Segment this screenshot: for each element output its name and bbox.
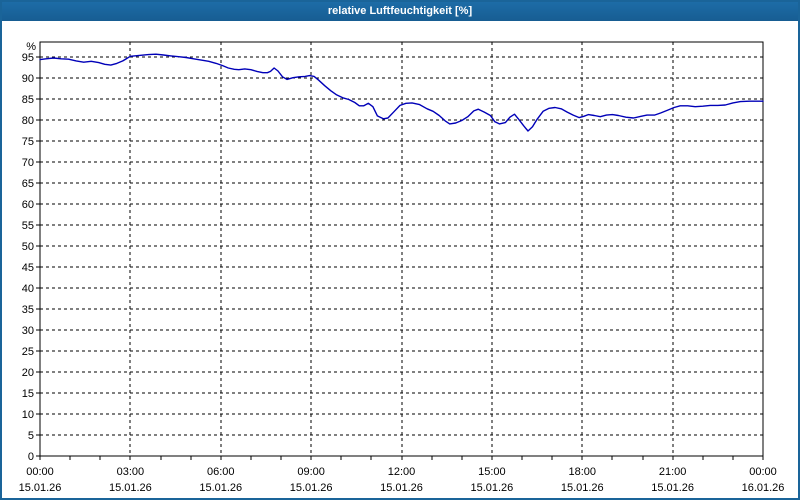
y-tick-label: 25 [22,346,34,358]
chart-title: relative Luftfeuchtigkeit [%] [327,5,473,17]
chart-svg: 0 5 10 15 20 25 30 35 40 45 50 55 60 65 70 75 80 85 90 95% 0… [19,41,785,494]
x-tick-time-label: 21:00 [659,466,687,478]
y-tick-label: 85 [22,94,34,106]
y-tick-label: 30 [22,325,34,337]
x-tick-time-label: 09:00 [297,466,325,478]
x-tick-date-label: 15.01.26 [290,482,333,494]
y-tick-label: 0 [28,451,34,463]
y-tick-label: 95 [22,52,34,64]
y-tick-label: 55 [22,220,34,232]
y-tick-label: 40 [22,283,34,295]
y-tick-label: 35 [22,304,34,316]
y-tick-label: 80 [22,115,34,127]
x-tick-date-label: 15.01.26 [380,482,423,494]
x-tick-time-label: 15:00 [478,466,506,478]
x-tick-date-label: 15.01.26 [19,482,62,494]
window-titlebar[interactable]: relative Luftfeuchtigkeit [%] [2,2,798,21]
y-axis-unit-label: % [26,41,36,53]
y-tick-label: 60 [22,199,34,211]
x-tick-time-label: 18:00 [568,466,596,478]
x-tick-time-label: 12:00 [388,466,416,478]
chart-area: 0 5 10 15 20 25 30 35 40 45 50 55 60 65 70 75 80 85 90 95% 0… [2,21,798,498]
x-tick-time-label: 00:00 [26,466,54,478]
humidity-line [39,53,764,132]
y-tick-label: 50 [22,241,34,253]
y-tick-label: 75 [22,136,34,148]
y-tick-label: 65 [22,178,34,190]
x-tick-time-label: 03:00 [117,466,145,478]
y-tick-label: 45 [22,262,34,274]
y-tick-label: 5 [28,430,34,442]
y-tick-label: 70 [22,157,34,169]
y-tick-label: 15 [22,388,34,400]
x-tick-date-label: 15.01.26 [109,482,152,494]
x-tick-date-label: 15.01.26 [651,482,694,494]
x-tick-date-label: 15.01.26 [561,482,604,494]
x-tick-date-label: 15.01.26 [470,482,513,494]
y-tick-label: 90 [22,73,34,85]
x-tick-date-label: 15.01.26 [199,482,242,494]
y-tick-label: 20 [22,367,34,379]
y-tick-label: 10 [22,409,34,421]
x-tick-time-label: 06:00 [207,466,235,478]
x-tick-date-label: 16.01.26 [742,482,785,494]
x-tick-time-label: 00:00 [749,466,777,478]
